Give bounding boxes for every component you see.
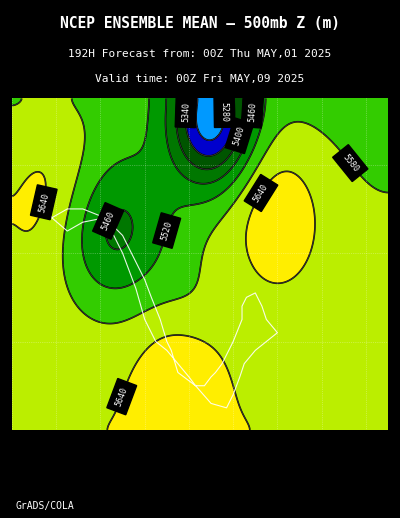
Text: 5400: 5400 bbox=[232, 125, 247, 147]
Text: 5340: 5340 bbox=[181, 102, 191, 122]
Text: 192H Forecast from: 00Z Thu MAY,01 2025: 192H Forecast from: 00Z Thu MAY,01 2025 bbox=[68, 49, 332, 59]
Text: 5460: 5460 bbox=[247, 102, 258, 122]
Text: 5640: 5640 bbox=[114, 386, 130, 408]
Text: 5520: 5520 bbox=[160, 220, 174, 241]
Text: 5580: 5580 bbox=[340, 152, 360, 174]
Text: 5640: 5640 bbox=[37, 192, 50, 213]
Text: 5460: 5460 bbox=[100, 210, 116, 232]
Text: Valid time: 00Z Fri MAY,09 2025: Valid time: 00Z Fri MAY,09 2025 bbox=[95, 74, 305, 84]
Text: GrADS/COLA: GrADS/COLA bbox=[16, 501, 75, 511]
Text: 5640: 5640 bbox=[252, 182, 270, 204]
Text: 5280: 5280 bbox=[220, 102, 229, 122]
Text: NCEP ENSEMBLE MEAN – 500mb Z (m): NCEP ENSEMBLE MEAN – 500mb Z (m) bbox=[60, 16, 340, 31]
